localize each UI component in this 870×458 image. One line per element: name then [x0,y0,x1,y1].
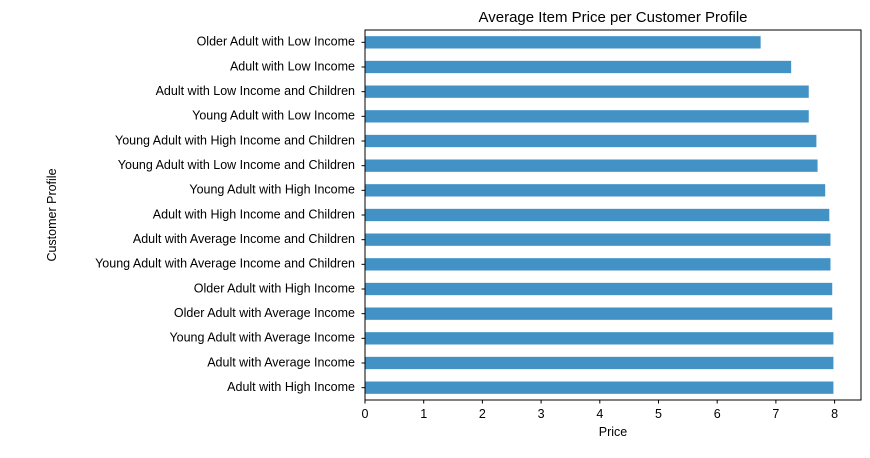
y-tick-label: Young Adult with Low Income [192,109,355,123]
x-tick-label: 8 [831,407,838,421]
bar [365,381,834,394]
bar [365,36,761,49]
bar [365,307,833,320]
bar [365,356,834,370]
y-tick-label: Adult with Low Income [230,59,355,73]
x-tick-label: 7 [772,407,779,421]
y-tick-label: Young Adult with Average Income [169,331,355,345]
x-tick-label: 0 [362,407,369,421]
plot-frame [364,29,862,401]
bar [365,208,830,222]
y-tick-label: Adult with High Income and Children [153,207,355,221]
bars-group [365,36,834,394]
y-tick-label: Young Adult with Low Income and Children [118,158,355,172]
bar [365,60,792,74]
bar [365,258,831,271]
x-tick-label: 1 [420,407,427,421]
y-axis-ticks: Older Adult with Low Income Adult with Lo… [95,35,365,394]
bar [365,110,809,123]
x-axis-label: Price [599,425,628,439]
y-tick-label: Older Adult with High Income [194,281,355,295]
y-tick-label: Older Adult with Low Income [197,35,355,49]
y-tick-label: Adult with Average Income [207,355,355,369]
x-tick-label: 5 [655,407,662,421]
x-tick-label: 6 [714,407,721,421]
y-tick-label: Young Adult with Average Income and Chil… [95,257,355,271]
bar [365,134,817,148]
bar [365,159,818,172]
bar [365,282,833,296]
bar [365,332,834,345]
y-tick-label: Adult with Average Income and Children [133,232,355,246]
bar [365,233,831,246]
y-tick-label: Young Adult with High Income and Childre… [115,133,355,147]
y-tick-label: Adult with High Income [227,380,355,394]
y-tick-label: Older Adult with Average Income [174,306,355,320]
x-tick-label: 3 [538,407,545,421]
x-tick-label: 2 [479,407,486,421]
x-axis-ticks: 0 1 2 3 4 5 6 7 8 [362,400,838,421]
x-tick-label: 4 [596,407,603,421]
bar [365,184,826,197]
y-tick-label: Adult with Low Income and Children [156,84,355,98]
y-tick-label: Young Adult with High Income [189,183,355,197]
bar [365,85,809,98]
chart-title: Average Item Price per Customer Profile [479,9,748,26]
y-axis-label: Customer Profile [45,168,59,261]
